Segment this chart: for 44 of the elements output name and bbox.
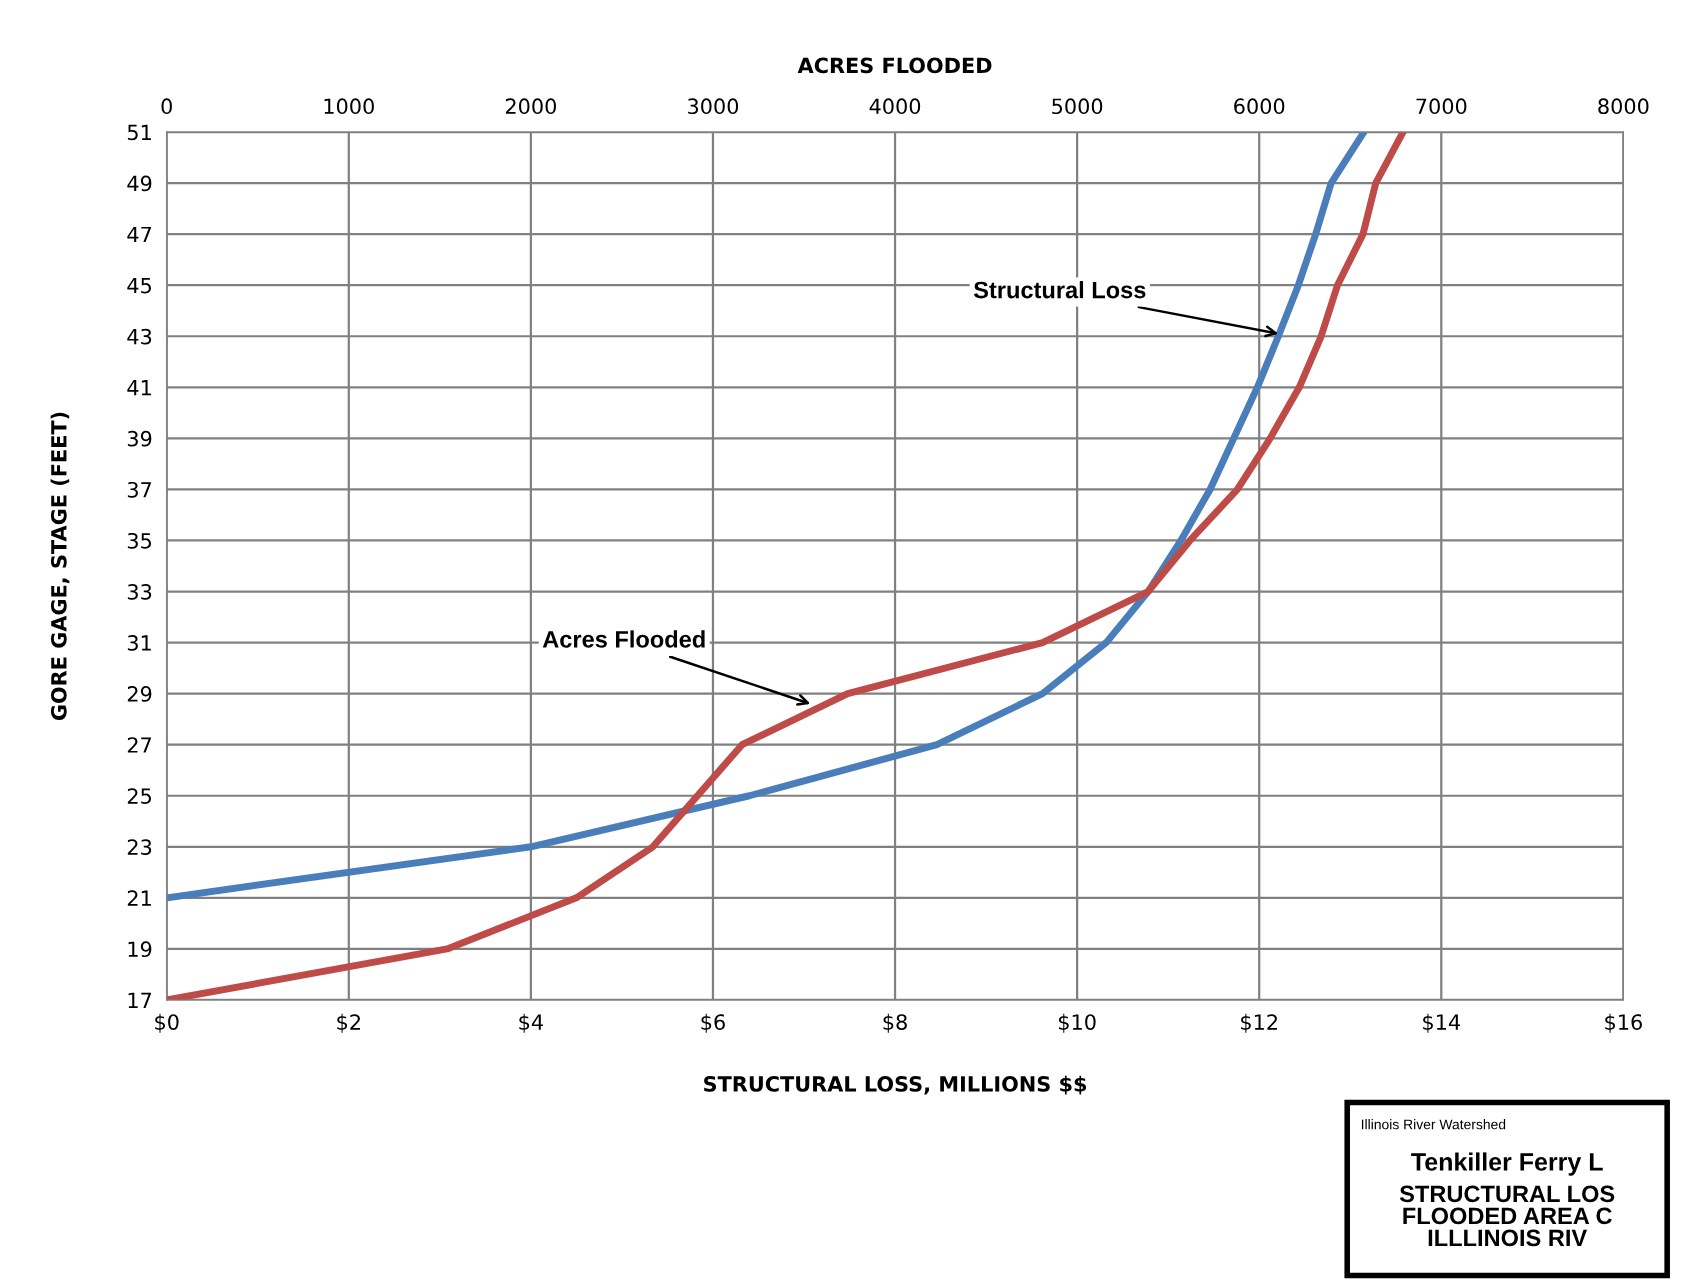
x-tick-label: $14 xyxy=(1423,1013,1461,1033)
y-tick-label: 37 xyxy=(127,481,152,498)
x2-tick-label: 4000 xyxy=(869,98,921,115)
y-tick-label: 31 xyxy=(127,635,151,651)
text: Illinois River Watershed xyxy=(1361,1119,1506,1130)
x-tick-label: $6 xyxy=(701,1013,725,1033)
y-tick-label: 51 xyxy=(127,124,151,141)
y-tick-label: 33 xyxy=(127,583,152,600)
text: Tenkiller Ferry L xyxy=(1411,1152,1603,1176)
x-tick-label: $2 xyxy=(337,1013,360,1033)
y-tick-label: 39 xyxy=(127,430,152,447)
y-tick-label: 47 xyxy=(127,226,152,243)
x2-tick-label: 0 xyxy=(161,98,172,115)
y-axis-title: GORE GAGE, STAGE (FEET) xyxy=(50,412,70,721)
x-tick-label: $4 xyxy=(519,1013,543,1033)
x-tick-label: $12 xyxy=(1241,1013,1278,1033)
x-tick-label: $16 xyxy=(1605,1013,1642,1033)
y-tick-label: 35 xyxy=(127,532,152,549)
y-tick-label: 21 xyxy=(127,890,151,906)
x2-tick-label: 6000 xyxy=(1234,98,1285,115)
x2-tick-label: 8000 xyxy=(1598,98,1649,115)
y-tick-label: 23 xyxy=(127,839,152,856)
x-tick-label: $10 xyxy=(1058,1013,1096,1033)
y-tick-label: 41 xyxy=(127,380,151,396)
y-tick-label: 19 xyxy=(128,941,152,958)
x2-tick-label: 3000 xyxy=(688,98,739,115)
y-tick-label: 45 xyxy=(127,277,152,294)
y-tick-label: 49 xyxy=(127,175,152,192)
y-tick-label: 27 xyxy=(127,737,152,753)
x-axis-title: STRUCTURAL LOSS, MILLIONS $$ xyxy=(704,1075,1087,1095)
annotation: Acres Flooded xyxy=(542,630,705,648)
x-tick-label: $8 xyxy=(883,1013,907,1033)
y-tick-label: 17 xyxy=(128,992,152,1008)
text: STRUCTURAL LOS FLOODED AREA C ILLLINOIS RIV xyxy=(1399,1185,1615,1247)
y-tick-label: 29 xyxy=(127,686,152,702)
x2-axis-title: ACRES FLOODED xyxy=(797,57,992,74)
x2-tick-label: 1000 xyxy=(324,98,374,115)
x-tick-label: $0 xyxy=(155,1013,179,1033)
annotation: Structural Loss xyxy=(973,281,1146,299)
x2-tick-label: 2000 xyxy=(505,98,557,115)
x2-tick-label: 7000 xyxy=(1416,98,1467,115)
y-tick-label: 43 xyxy=(127,328,152,345)
y-tick-label: 25 xyxy=(127,788,152,804)
x2-tick-label: 5000 xyxy=(1052,98,1103,115)
